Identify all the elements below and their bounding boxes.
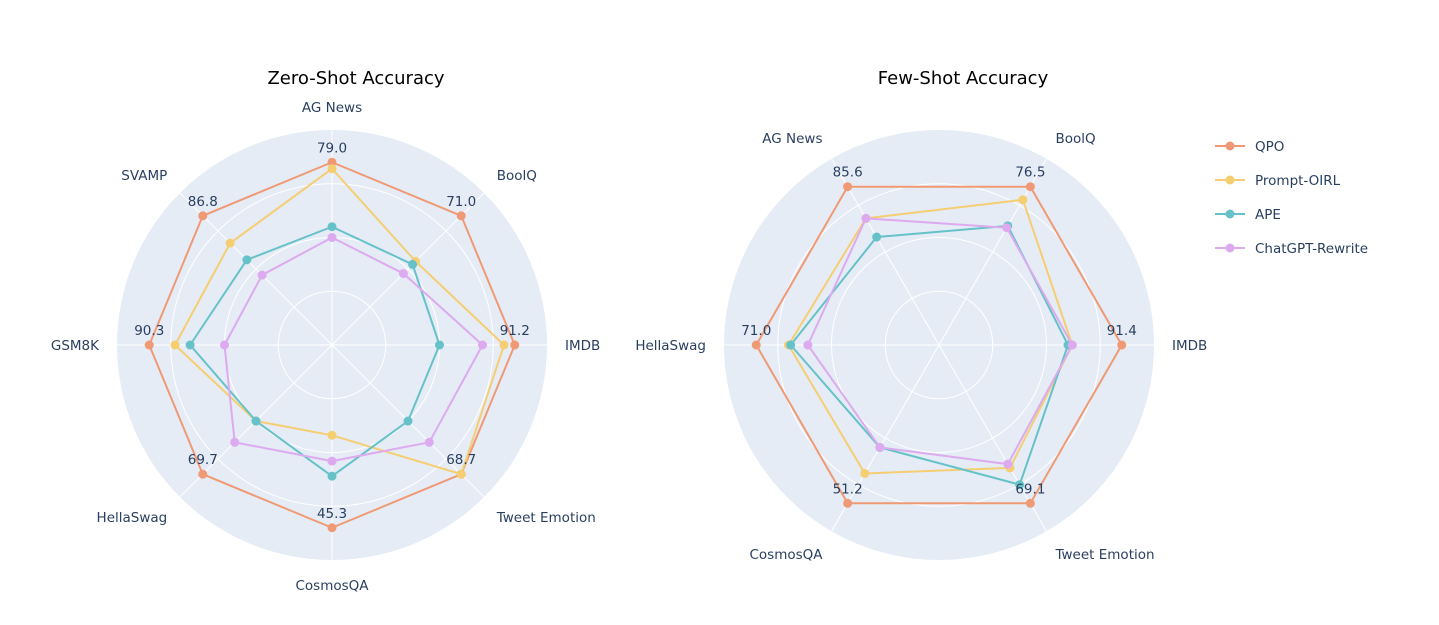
value-label-gsm8k: 90.3 — [134, 323, 164, 339]
data-point-tweet-emotion — [456, 469, 466, 479]
legend-item-qpo[interactable]: QPO — [1215, 139, 1284, 155]
value-label-imdb: 91.4 — [1107, 323, 1137, 339]
data-point-gsm8k — [220, 340, 229, 350]
data-point-tweet-emotion — [1003, 459, 1013, 469]
axis-label-svamp: SVAMP — [121, 168, 167, 184]
value-label-imdb: 91.2 — [500, 323, 530, 339]
data-point-imdb — [478, 340, 487, 350]
radar-chart-zero-shot: Zero-Shot Accuracy IMDB BoolQ AG News SVAMP G… — [51, 68, 600, 594]
axis-label-cosmosqa: CosmosQA — [749, 547, 823, 563]
data-point-cosmosqa — [327, 430, 337, 440]
value-label-svamp: 86.8 — [188, 194, 218, 210]
data-point-gsm8k — [185, 340, 195, 350]
legend-swatch-marker — [1225, 141, 1235, 151]
axis-label-boolq: BoolQ — [497, 168, 537, 184]
data-point-hellaswag — [198, 469, 208, 479]
series-chatgpt-rewrite — [803, 213, 1077, 469]
data-point-cosmosqa — [327, 471, 337, 481]
value-label-tweet-emotion: 68.7 — [446, 452, 476, 468]
data-point-hellaswag — [803, 340, 813, 350]
axis-label-imdb: IMDB — [565, 338, 600, 354]
value-label-ag-news: 79.0 — [317, 140, 347, 156]
axis-label-hellaswag: HellaSwag — [97, 510, 168, 526]
data-point-cosmosqa — [327, 456, 337, 466]
data-point-hellaswag — [230, 437, 240, 447]
data-point-gsm8k — [144, 340, 154, 350]
legend-item-ape[interactable]: APE — [1215, 207, 1281, 223]
series-qpo — [751, 182, 1127, 508]
data-point-ag-news — [327, 164, 337, 174]
data-point-ag-news — [327, 157, 337, 167]
chart-title: Zero-Shot Accuracy — [267, 68, 444, 89]
legend-label: ChatGPT-Rewrite — [1255, 241, 1368, 257]
data-point-tweet-emotion — [403, 416, 413, 426]
axis-label-tweet-emotion: Tweet Emotion — [496, 510, 596, 526]
chart-title: Few-Shot Accuracy — [878, 68, 1049, 89]
value-label-boolq: 76.5 — [1015, 165, 1045, 181]
data-point-boolq — [1002, 223, 1012, 233]
data-point-tweet-emotion — [1015, 480, 1025, 490]
radar-chart-few-shot: Few-Shot Accuracy IMDB BoolQ AG News HellaSw… — [635, 68, 1207, 563]
value-label-cosmosqa: 51.2 — [833, 481, 863, 497]
value-label-hellaswag: 71.0 — [741, 323, 771, 339]
axis-label-hellaswag: HellaSwag — [635, 338, 706, 354]
data-point-imdb — [499, 340, 509, 350]
data-point-svamp — [242, 255, 252, 265]
data-point-boolq — [1018, 195, 1028, 205]
axis-label-gsm8k: GSM8K — [51, 338, 100, 354]
value-label-boolq: 71.0 — [446, 194, 476, 210]
data-point-boolq — [408, 259, 418, 269]
series-chatgpt-rewrite — [220, 233, 487, 466]
data-point-tweet-emotion — [1025, 498, 1035, 508]
data-point-svamp — [257, 270, 267, 280]
data-point-cosmosqa — [843, 498, 853, 508]
data-point-cosmosqa — [875, 442, 885, 452]
value-label-hellaswag: 69.7 — [188, 452, 218, 468]
data-point-ag-news — [843, 182, 853, 192]
data-point-ag-news — [327, 233, 337, 242]
axis-label-tweet-emotion: Tweet Emotion — [1055, 547, 1155, 563]
legend-item-prompt-oirl[interactable]: Prompt-OIRL — [1215, 173, 1341, 189]
data-point-ag-news — [327, 222, 337, 232]
value-label-ag-news: 85.6 — [833, 165, 863, 181]
data-point-boolq — [456, 211, 466, 221]
data-point-boolq — [398, 269, 408, 279]
data-point-tweet-emotion — [424, 437, 434, 447]
legend-item-chatgpt-rewrite[interactable]: ChatGPT-Rewrite — [1215, 241, 1368, 257]
data-point-imdb — [435, 340, 444, 350]
legend-label: QPO — [1255, 139, 1284, 155]
series-ape — [185, 222, 444, 481]
data-point-ag-news — [872, 232, 882, 242]
value-label-cosmosqa: 45.3 — [317, 506, 347, 522]
data-point-cosmosqa — [860, 468, 870, 478]
axis-label-ag-news: AG News — [302, 100, 362, 116]
legend-swatch-marker — [1225, 175, 1235, 185]
axis-label-cosmosqa: CosmosQA — [295, 578, 369, 594]
value-label-tweet-emotion: 69.1 — [1015, 481, 1045, 497]
legend-swatch-marker — [1225, 243, 1235, 253]
data-point-gsm8k — [170, 340, 180, 350]
legend-label: APE — [1255, 207, 1281, 223]
data-point-imdb — [1067, 340, 1077, 350]
data-point-svamp — [225, 238, 235, 248]
data-point-boolq — [1025, 182, 1035, 192]
data-point-imdb — [510, 340, 520, 350]
axis-label-imdb: IMDB — [1172, 338, 1207, 354]
legend-swatch-marker — [1225, 209, 1235, 219]
axis-label-boolq: BoolQ — [1056, 131, 1096, 147]
data-point-ag-news — [861, 213, 871, 223]
axis-label-ag-news: AG News — [762, 131, 822, 147]
legend-label: Prompt-OIRL — [1255, 173, 1341, 189]
data-point-hellaswag — [251, 416, 261, 426]
data-point-hellaswag — [751, 340, 761, 350]
data-point-imdb — [1117, 340, 1127, 350]
legend: QPO Prompt-OIRL APE ChatGPT-Rewrite — [1215, 139, 1368, 257]
data-point-cosmosqa — [327, 523, 337, 533]
data-point-hellaswag — [786, 340, 796, 350]
data-point-svamp — [198, 211, 208, 221]
